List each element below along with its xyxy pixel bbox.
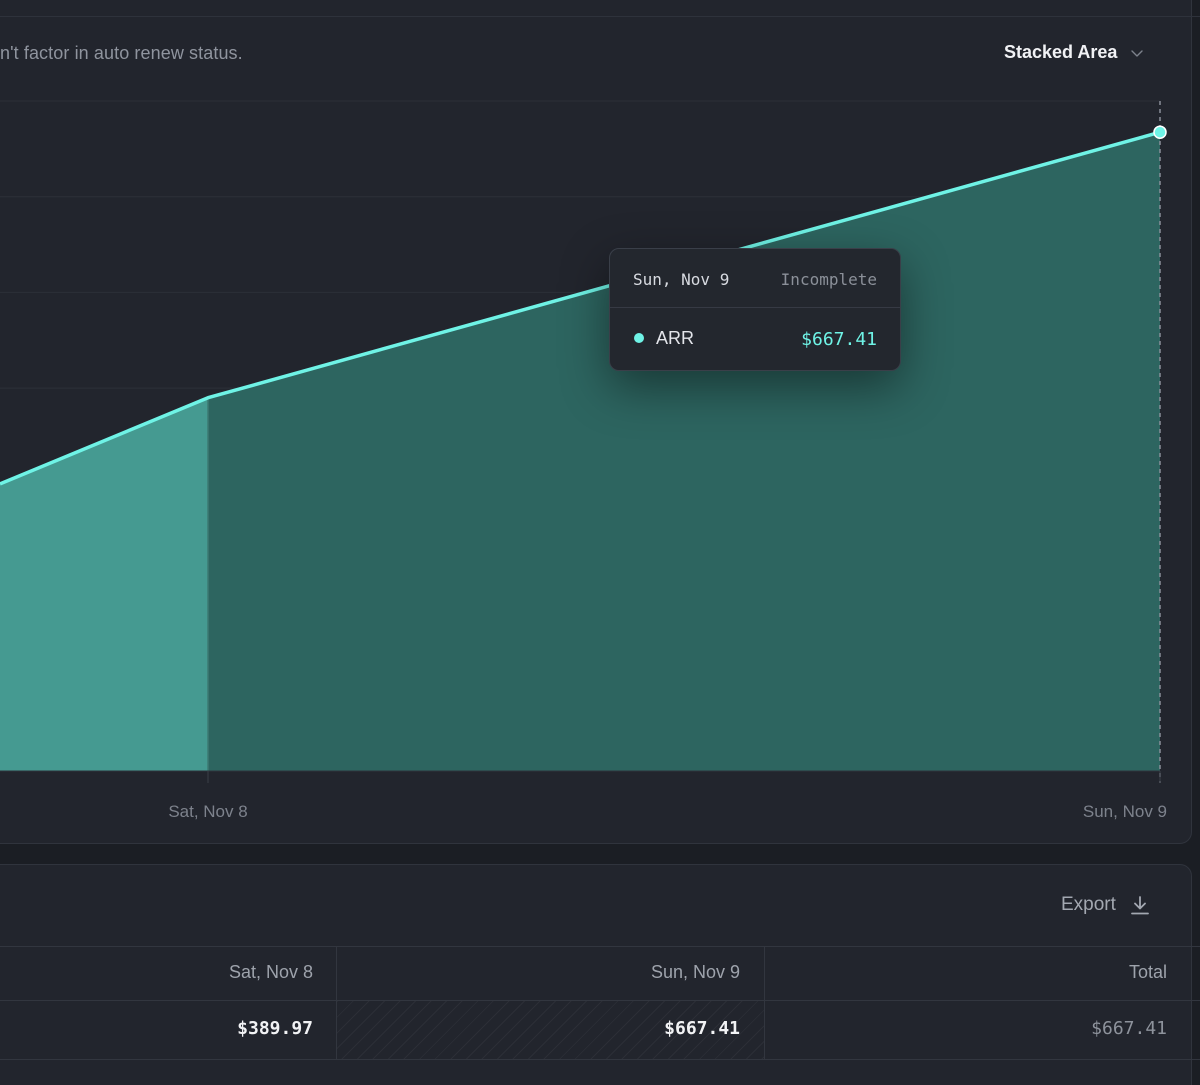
export-label: Export [1061,894,1116,915]
chart-type-label: Stacked Area [1004,42,1118,62]
incomplete-cell-hatch [337,1001,764,1059]
stacked-area-chart: Sat, Nov 8 Sun, Nov 9 [0,100,1167,821]
area-complete-segment [0,397,208,771]
tooltip-header: Sun, Nov 9 Incomplete [610,249,900,308]
export-button[interactable]: Export [1061,894,1150,916]
table-header-top-border [0,946,1200,947]
download-icon [1131,896,1149,915]
table-header-bottom-border [0,1000,1200,1001]
series-dot-icon [634,333,644,343]
chart-description: n't factor in auto renew status. [0,43,243,63]
arr-series-line [0,130,1161,486]
chevron-down-icon [1131,49,1144,57]
tooltip-series-name: ARR [656,328,695,348]
table-row-bottom-border [0,1059,1200,1060]
x-tick-label: Sat, Nov 8 [168,802,247,821]
area-incomplete-segment [208,132,1160,771]
column-header-sat-nov-8[interactable]: Sat, Nov 8 [228,962,313,982]
x-tick-label: Sun, Nov 9 [1083,802,1167,821]
tooltip-series-value: $667.41 [801,329,877,350]
column-divider [336,946,337,1059]
hover-point-marker[interactable] [1153,125,1167,139]
column-header-total[interactable]: Total [1128,962,1167,982]
column-header-sun-nov-9[interactable]: Sun, Nov 9 [650,962,740,982]
tooltip-status: Incomplete [780,270,877,289]
table-cell-total: $667.41 [1091,1018,1167,1039]
tooltip-date: Sun, Nov 9 [633,270,730,289]
chart-type-dropdown[interactable]: Stacked Area [1004,42,1145,63]
chart-tooltip: Sun, Nov 9 Incomplete ARR $667.41 [609,248,901,371]
card-divider [0,16,1200,17]
table-card [0,864,1192,1085]
tooltip-series-row: ARR $667.41 [610,308,900,370]
column-divider [764,946,765,1059]
table-cell-sat-nov-8: $389.97 [237,1018,313,1039]
table-cell-sun-nov-9: $667.41 [664,1018,740,1039]
x-axis-ticks: Sat, Nov 8 Sun, Nov 9 [168,771,1167,821]
